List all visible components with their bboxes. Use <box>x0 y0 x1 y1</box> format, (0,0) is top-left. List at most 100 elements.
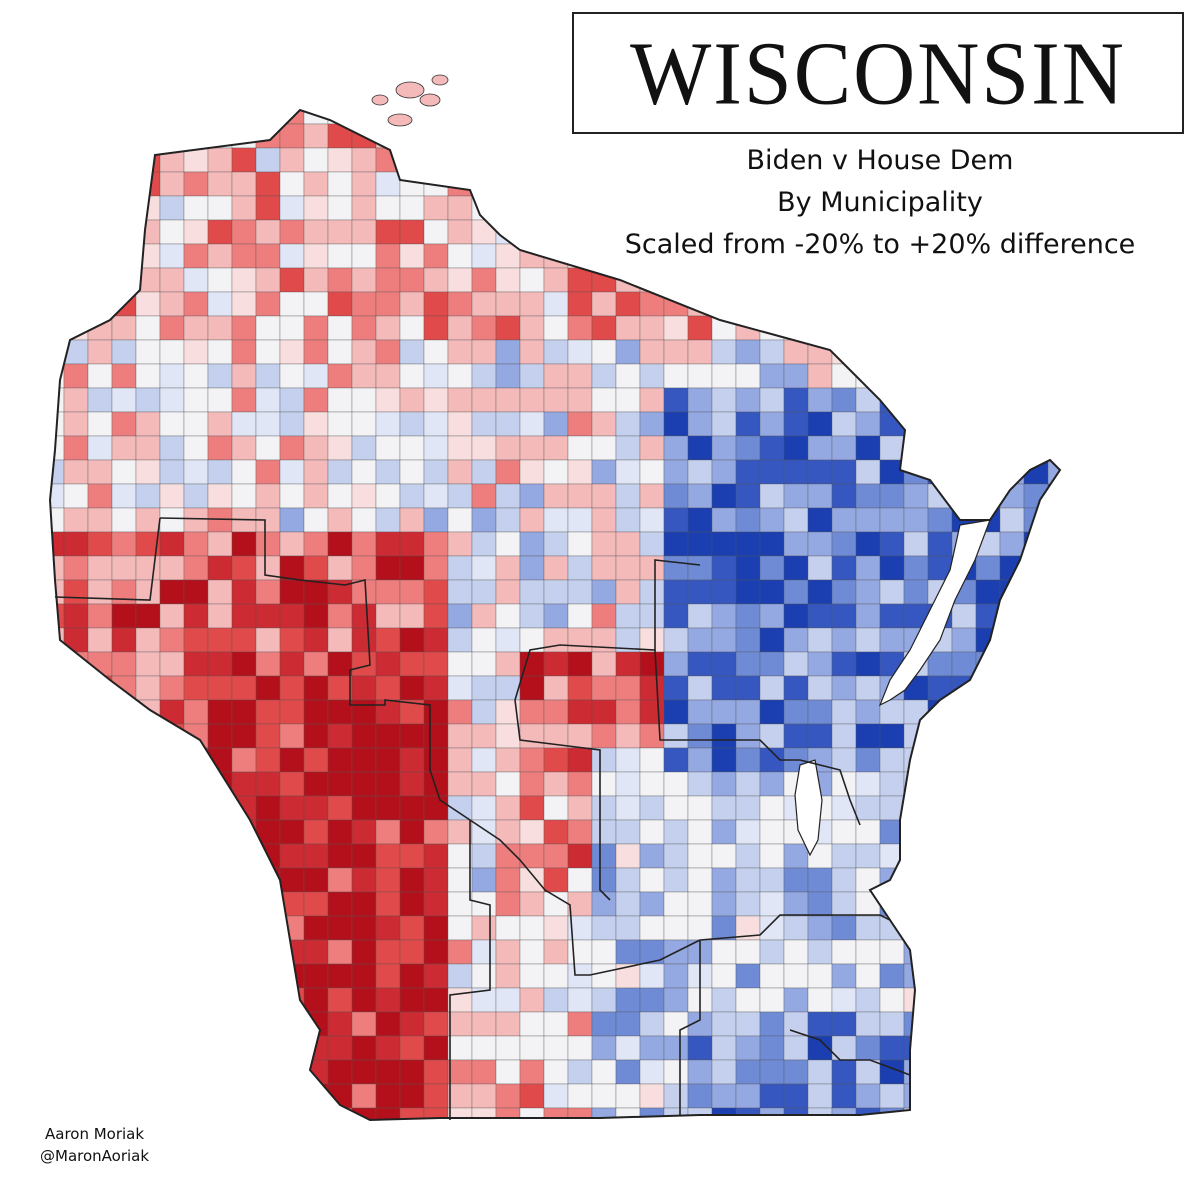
municipality-cell <box>567 843 593 869</box>
municipality-cell <box>999 651 1025 677</box>
municipality-cell <box>903 483 929 509</box>
municipality-cell <box>831 747 857 773</box>
municipality-cell <box>375 843 401 869</box>
municipality-cell <box>567 627 593 653</box>
municipality-cell <box>663 363 689 389</box>
municipality-cell <box>159 939 185 965</box>
municipality-cell <box>927 795 953 821</box>
municipality-cell <box>1047 843 1060 869</box>
municipality-cell <box>399 1059 425 1085</box>
municipality-cell <box>423 531 449 557</box>
municipality-cell <box>279 363 305 389</box>
municipality-cell <box>711 843 737 869</box>
municipality-cell <box>687 699 713 725</box>
municipality-cell <box>999 819 1025 845</box>
municipality-cell <box>855 291 881 317</box>
municipality-cell <box>975 699 1001 725</box>
municipality-cell <box>879 987 905 1013</box>
municipality-cell <box>999 915 1025 941</box>
municipality-cell <box>159 243 185 269</box>
municipality-cell <box>687 459 713 485</box>
municipality-cell <box>231 315 257 341</box>
municipality-cell <box>447 915 473 941</box>
municipality-cell <box>279 555 305 581</box>
municipality-cell <box>831 483 857 509</box>
municipality-cell <box>351 651 377 677</box>
municipality-cell <box>50 747 65 773</box>
municipality-cell <box>159 1011 185 1037</box>
municipality-cell <box>639 963 665 989</box>
municipality-cell <box>351 987 377 1013</box>
municipality-cell <box>975 867 1001 893</box>
municipality-cell <box>207 315 233 341</box>
municipality-cell <box>735 1035 761 1061</box>
municipality-cell <box>351 1083 377 1109</box>
municipality-cell <box>735 771 761 797</box>
municipality-cell <box>399 747 425 773</box>
municipality-cell <box>471 963 497 989</box>
municipality-cell <box>399 627 425 653</box>
municipality-cell <box>183 363 209 389</box>
municipality-cell <box>471 939 497 965</box>
municipality-cell <box>495 1035 521 1061</box>
municipality-cell <box>951 1059 977 1085</box>
municipality-cell <box>735 1059 761 1085</box>
municipality-cell <box>855 603 881 629</box>
municipality-cell <box>639 339 665 365</box>
municipality-cell <box>879 435 905 461</box>
municipality-cell <box>111 171 137 197</box>
municipality-cell <box>687 363 713 389</box>
municipality-cell <box>519 363 545 389</box>
municipality-cell <box>183 747 209 773</box>
municipality-cell <box>687 411 713 437</box>
municipality-cell <box>1047 363 1060 389</box>
municipality-cell <box>375 1059 401 1085</box>
municipality-cell <box>231 219 257 245</box>
municipality-cell <box>135 1083 161 1109</box>
municipality-cell <box>831 387 857 413</box>
municipality-cell <box>50 195 65 221</box>
municipality-cell <box>639 483 665 509</box>
municipality-cell <box>207 339 233 365</box>
municipality-cell <box>783 939 809 965</box>
municipality-cell <box>183 267 209 293</box>
municipality-cell <box>255 363 281 389</box>
municipality-cell <box>207 843 233 869</box>
municipality-cell <box>399 675 425 701</box>
district-boundary <box>679 940 701 1115</box>
municipality-cell <box>423 1035 449 1061</box>
municipality-cell <box>615 891 641 917</box>
municipality-cell <box>1023 1059 1049 1085</box>
municipality-cell <box>855 483 881 509</box>
municipality-cell <box>759 1035 785 1061</box>
municipality-cell <box>351 339 377 365</box>
municipality-cell <box>615 819 641 845</box>
municipality-cell <box>927 1035 953 1061</box>
municipality-cell <box>231 531 257 557</box>
municipality-cell <box>711 771 737 797</box>
municipality-cell <box>495 627 521 653</box>
municipality-cell <box>423 675 449 701</box>
municipality-cell <box>855 363 881 389</box>
municipality-cell <box>591 1083 617 1109</box>
municipality-cell <box>375 243 401 269</box>
municipality-cell <box>135 723 161 749</box>
municipality-cell <box>1023 267 1049 293</box>
municipality-cell <box>807 699 833 725</box>
municipality-cell <box>1047 747 1060 773</box>
municipality-cell <box>255 459 281 485</box>
municipality-cell <box>279 651 305 677</box>
municipality-cell <box>687 627 713 653</box>
municipality-cell <box>375 339 401 365</box>
municipality-cell <box>1047 579 1060 605</box>
municipality-cell <box>711 291 737 317</box>
municipality-cell <box>471 867 497 893</box>
district-boundary <box>699 914 891 941</box>
municipality-cell <box>111 110 137 125</box>
municipality-cell <box>183 675 209 701</box>
municipality-cell <box>759 363 785 389</box>
municipality-cell <box>1023 387 1049 413</box>
municipality-cell <box>855 963 881 989</box>
municipality-cell <box>303 171 329 197</box>
municipality-cell <box>255 123 281 149</box>
